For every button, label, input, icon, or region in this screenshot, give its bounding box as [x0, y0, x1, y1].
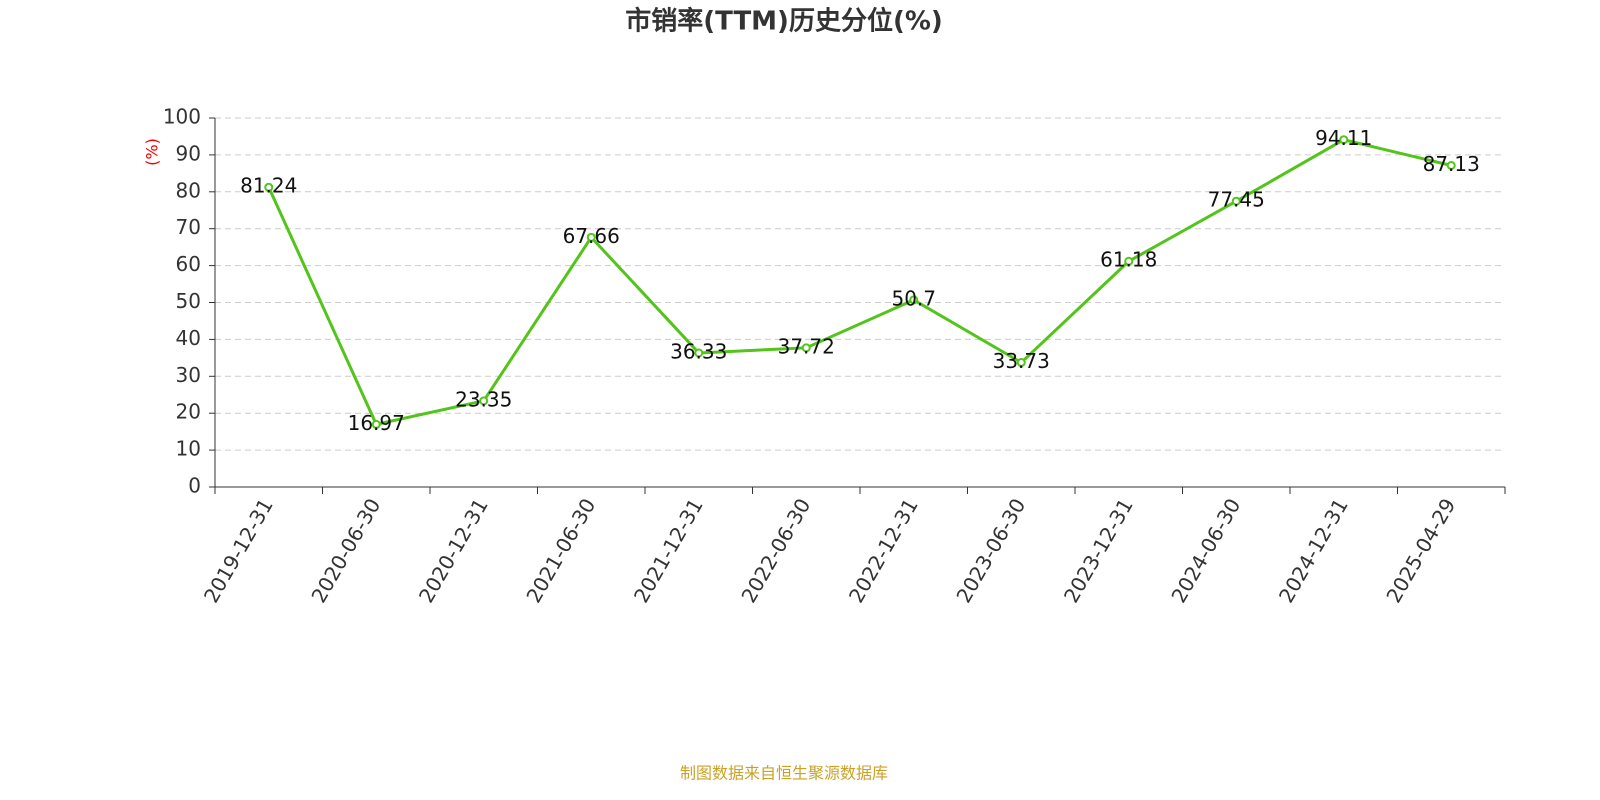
x-tick-label: 2023-06-30 — [951, 494, 1030, 607]
x-tick-label: 2021-06-30 — [521, 494, 600, 607]
point — [1339, 135, 1349, 145]
data-label: 94.11 — [1315, 126, 1372, 150]
data-label: 23.35 — [455, 387, 512, 411]
point — [909, 295, 919, 305]
y-tick-label: 40 — [176, 326, 201, 350]
y-tick-label: 60 — [176, 252, 201, 276]
x-tick-label: 2021-12-31 — [629, 494, 708, 607]
y-tick-label: 10 — [176, 437, 201, 461]
y-tick-label: 80 — [176, 178, 201, 202]
data-label: 16.97 — [348, 411, 405, 435]
point — [1231, 196, 1241, 206]
x-tick-label: 2023-12-31 — [1059, 494, 1138, 607]
x-tick-label: 2019-12-31 — [199, 494, 278, 607]
point — [1016, 358, 1026, 368]
y-tick-label: 20 — [176, 400, 201, 424]
data-label: 36.33 — [670, 339, 727, 363]
x-tick-label: 2024-12-31 — [1274, 494, 1353, 607]
data-label: 77.45 — [1208, 188, 1265, 212]
data-label: 67.66 — [563, 224, 620, 248]
chart-title: 市销率(TTM)历史分位(%) — [625, 6, 943, 37]
y-tick-label: 70 — [176, 215, 201, 239]
y-tick-label: 100 — [163, 105, 201, 129]
y-axis-label: (%) — [143, 138, 162, 166]
point — [264, 182, 274, 192]
line — [267, 138, 1452, 426]
y-tick-label: 30 — [176, 363, 201, 387]
source-note: 制图数据来自恒生聚源数据库 — [680, 764, 888, 783]
y-tick-label: 90 — [176, 141, 201, 165]
x-tick-label: 2020-12-31 — [414, 494, 493, 607]
point — [479, 396, 489, 406]
data-label: 37.72 — [778, 334, 835, 358]
x-tick-label: 2025-04-29 — [1381, 494, 1460, 607]
x-tick-label: 2022-12-31 — [844, 494, 923, 607]
point — [694, 348, 704, 358]
data-label: 61.18 — [1100, 248, 1157, 272]
x-tick-label: 2022-06-30 — [736, 494, 815, 607]
point — [1446, 160, 1456, 170]
y-tick-label: 0 — [188, 474, 201, 498]
data-label: 87.13 — [1423, 152, 1480, 176]
x-tick-label: 2024-06-30 — [1166, 494, 1245, 607]
point — [801, 343, 811, 353]
data-label: 33.73 — [993, 349, 1050, 373]
point — [371, 419, 381, 429]
point — [1124, 256, 1134, 266]
data-label: 50.7 — [891, 286, 936, 310]
data-label: 81.24 — [240, 174, 297, 198]
point — [586, 232, 596, 242]
x-tick-label: 2020-06-30 — [306, 494, 385, 607]
y-tick-label: 50 — [176, 289, 201, 313]
